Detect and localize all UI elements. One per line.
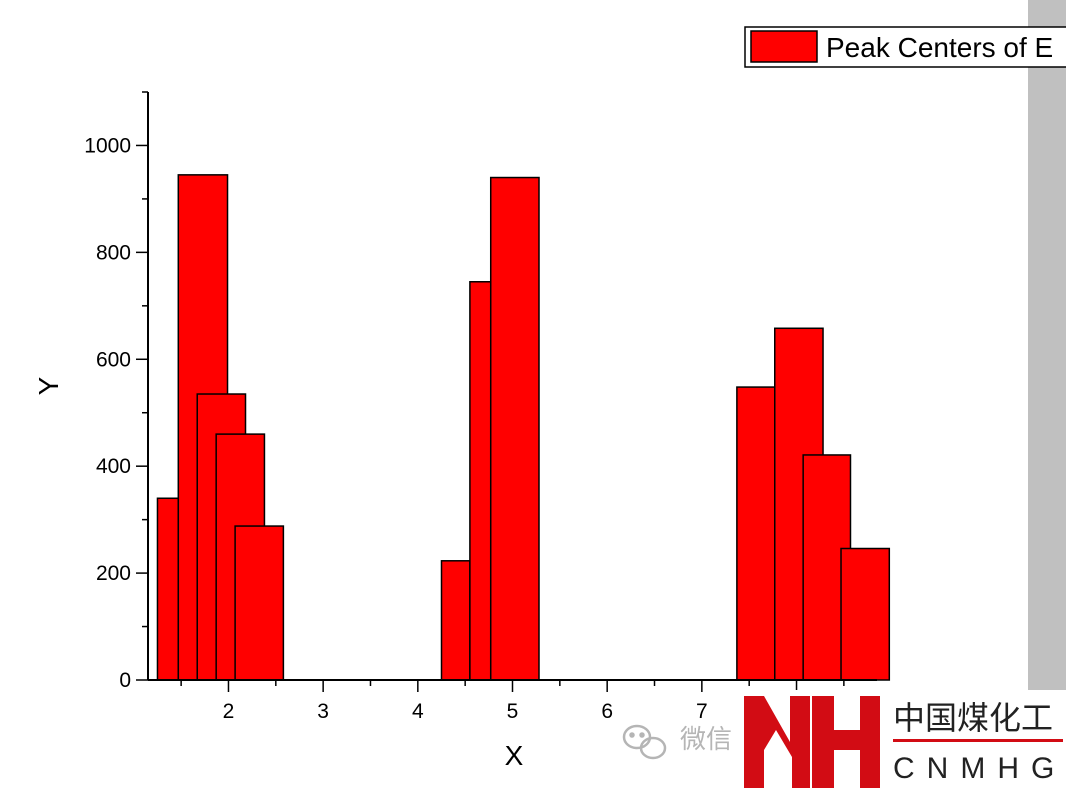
wechat-icon xyxy=(622,724,667,760)
y-tick-label: 200 xyxy=(96,562,131,585)
bar xyxy=(840,547,891,681)
axes xyxy=(136,91,877,692)
x-axis-title: X xyxy=(505,740,524,771)
cnmhg-logo: 中国煤化工 CNMHG xyxy=(740,690,1066,793)
y-tick-label: 800 xyxy=(96,241,131,264)
x-tick-label: 5 xyxy=(507,700,519,723)
x-tick-label: 4 xyxy=(412,700,424,723)
bar xyxy=(736,386,776,681)
logo-english-text: CNMHG xyxy=(893,752,1066,785)
side-strip xyxy=(1028,0,1066,793)
bar-group xyxy=(156,174,891,681)
logo-chinese-text: 中国煤化工 xyxy=(893,699,1053,737)
bar xyxy=(156,497,180,681)
bar xyxy=(440,560,471,681)
wechat-watermark: 微信 xyxy=(622,724,732,760)
x-tick-label: 6 xyxy=(601,700,613,723)
legend: Peak Centers of E xyxy=(744,26,1066,68)
tick-labels: 020040060080010002345678 xyxy=(84,134,802,723)
bar xyxy=(489,176,540,681)
y-tick-label: 0 xyxy=(119,669,131,692)
x-tick-label: 3 xyxy=(317,700,329,723)
x-tick-label: 2 xyxy=(223,700,235,723)
x-tick-label: 7 xyxy=(696,700,708,723)
logo-mark xyxy=(744,696,880,788)
y-tick-label: 1000 xyxy=(84,134,131,157)
y-axis-title: Y xyxy=(33,376,64,395)
bar xyxy=(234,525,285,681)
wechat-text: 微信 xyxy=(680,724,732,754)
y-tick-label: 600 xyxy=(96,348,131,371)
y-tick-label: 400 xyxy=(96,455,131,478)
bar xyxy=(469,281,492,681)
logo-divider xyxy=(893,739,1063,742)
legend-label: Peak Centers of E xyxy=(826,32,1053,63)
legend-swatch xyxy=(750,30,818,63)
